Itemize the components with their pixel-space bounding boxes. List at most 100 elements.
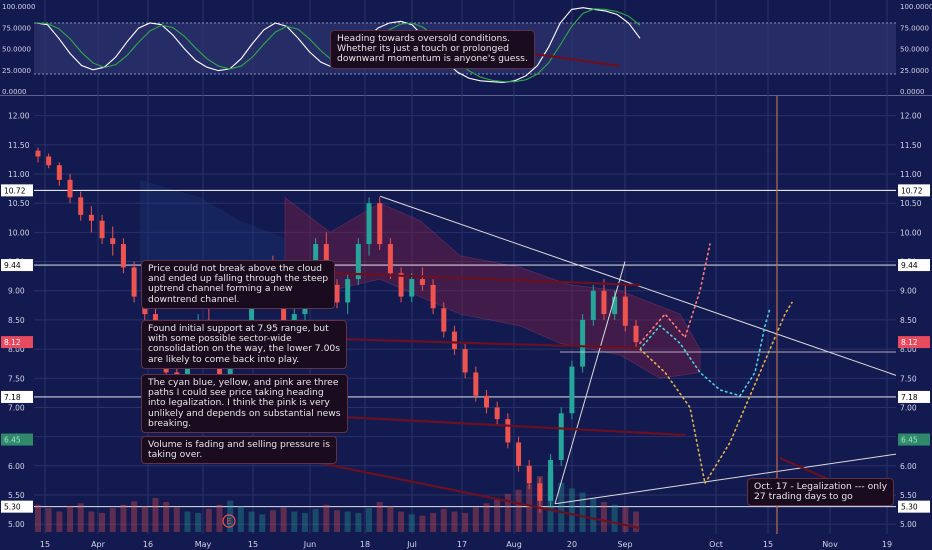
candle-body (419, 279, 425, 285)
level-label-left: 9.44 (4, 261, 21, 270)
candle-body (377, 203, 383, 245)
price-tick-right: 11.00 (900, 170, 922, 179)
x-tick-label: Sep (617, 540, 632, 549)
oscillator-tick-right: 25.0000 (900, 67, 929, 75)
level-label-right: 8.12 (901, 338, 918, 347)
level-label-right: 10.72 (901, 186, 923, 195)
price-tick-right: 11.50 (900, 141, 922, 150)
x-tick-label: Jun (303, 540, 317, 549)
legalization-annotation: Oct. 17 - Legalization --- only 27 tradi… (747, 478, 895, 507)
annotation-pointer-line (304, 458, 641, 530)
candle-body (516, 442, 522, 466)
level-label-box-left (1, 433, 33, 446)
price-tick-left: 8.00 (8, 345, 25, 354)
volume-bar (355, 512, 362, 532)
level-label-box-right (898, 500, 930, 513)
price-tick-right: 5.50 (900, 491, 917, 500)
candle-body (569, 366, 575, 414)
volume-bar (109, 508, 116, 532)
price-tick-left: 7.50 (8, 374, 25, 383)
price-tick-right: 6.00 (900, 462, 917, 471)
price-tick-right: 8.00 (900, 345, 917, 354)
earnings-marker-label: E (226, 517, 231, 526)
candle-body (345, 279, 351, 303)
volume-trend-line (554, 453, 897, 505)
volume-bar (366, 508, 373, 532)
oscillator-tick-left: 100.0000 (2, 3, 35, 11)
candle-body (494, 407, 500, 420)
price-tick-right: 10.00 (900, 228, 922, 237)
level-label-box-left (1, 184, 33, 197)
candle-body (227, 360, 233, 379)
candle-body (366, 203, 372, 245)
level-label-box-left (1, 500, 33, 513)
candle-body (249, 302, 255, 326)
price-tick-right: 7.00 (900, 403, 917, 412)
level-label-box-right (898, 184, 930, 197)
candle-body (281, 290, 287, 332)
x-tick-label: Oct (709, 540, 723, 549)
level-label-left: 6.45 (4, 436, 21, 445)
x-tick-label: 17 (457, 540, 467, 549)
volume-bar (504, 493, 511, 532)
volume-bar (376, 502, 383, 532)
level-label-box-right (898, 390, 930, 403)
volume-bar (35, 504, 41, 532)
candle-body (35, 150, 41, 157)
volume-bar (462, 512, 469, 532)
level-label-box-left (1, 336, 33, 349)
price-tick-left: 10.00 (8, 228, 30, 237)
level-label-box-right (898, 336, 930, 349)
volume-bar (590, 497, 597, 532)
candle-body (67, 179, 73, 198)
volume-bar (173, 507, 180, 532)
cloud-annotation: Price could not break above the cloud an… (141, 260, 336, 309)
volume-bar (259, 514, 266, 532)
x-tick-label: Nov (822, 540, 838, 549)
pink-projection-path (639, 243, 711, 345)
candle-body (441, 308, 447, 332)
candle-body (387, 244, 393, 274)
oscillator-tick-left: 50.0000 (2, 46, 31, 54)
level-label-left: 5.30 (4, 503, 21, 512)
price-tick-right: 12.00 (900, 112, 922, 121)
annotation-pointer-line (304, 413, 686, 437)
volume-bar (312, 508, 319, 532)
candle-body (56, 165, 62, 180)
volume-bar (344, 511, 351, 532)
volume-bar (323, 504, 330, 532)
oscillator-tick-left: 25.0000 (2, 67, 31, 75)
candle-body (88, 214, 94, 221)
level-label-box-left (1, 259, 33, 272)
uptrend-line (554, 261, 626, 504)
price-tick-right: 8.50 (900, 316, 917, 325)
volume-bar (195, 512, 202, 532)
candle-body (462, 349, 468, 373)
candle-body (548, 459, 554, 501)
candle-body (601, 290, 607, 315)
candle-body (355, 244, 361, 280)
volume-bar (472, 507, 479, 532)
volume-bar (88, 511, 95, 532)
candle-body (398, 273, 404, 297)
price-tick-left: 11.00 (8, 170, 30, 179)
x-tick-label: 15 (763, 540, 773, 549)
volume-bar (99, 512, 106, 532)
volume-bar (56, 511, 63, 532)
annotation-pointer-line (779, 456, 831, 482)
volume-bar (494, 499, 501, 532)
cyan-projection-path (639, 307, 771, 397)
volume-bar (568, 488, 575, 532)
price-tick-right: 5.00 (900, 520, 917, 529)
oscillator-tick-right: 75.0000 (900, 24, 929, 32)
candle-body (558, 413, 564, 460)
volume-bar (558, 482, 565, 532)
volume-bar (622, 507, 629, 532)
volume-bar (280, 507, 287, 532)
price-tick-left: 6.00 (8, 462, 25, 471)
oscillator-tick-right: 100.0000 (900, 3, 932, 11)
volume-bar (163, 502, 170, 532)
x-tick-label: 15 (40, 540, 50, 549)
oscillator-tick-left: 0.0000 (2, 88, 27, 96)
